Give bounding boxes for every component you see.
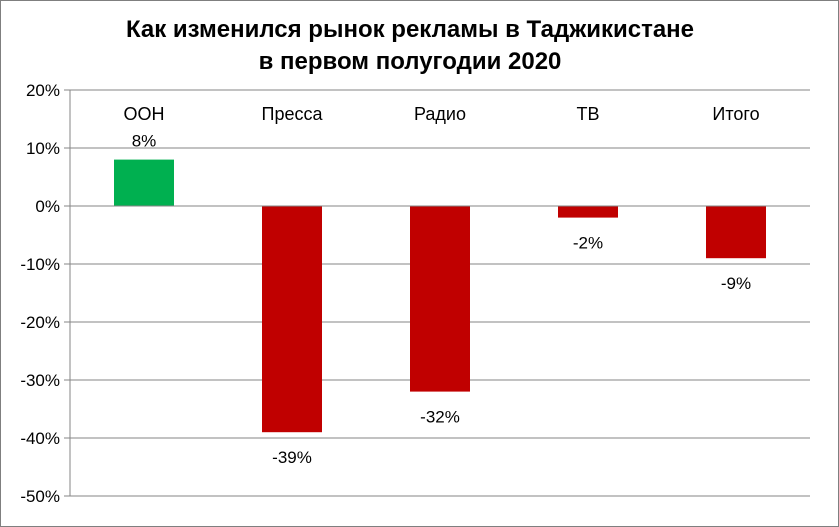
category-label: Радио: [414, 104, 466, 124]
y-tick-label: 20%: [26, 81, 60, 100]
y-tick-label: 0%: [35, 197, 60, 216]
y-tick-label: -30%: [20, 371, 60, 390]
data-label: -32%: [420, 408, 460, 427]
data-label: -9%: [721, 274, 751, 293]
y-tick-label: -20%: [20, 313, 60, 332]
chart-title: Как изменился рынок рекламы в Таджикиста…: [0, 14, 820, 78]
y-tick-label: -50%: [20, 487, 60, 506]
y-tick-label: -40%: [20, 429, 60, 448]
category-label: Итого: [712, 104, 759, 124]
y-tick-label: 10%: [26, 139, 60, 158]
bar: [114, 159, 174, 206]
labels: ООН 8% Пресса -39% Радио -32% ТВ -2% Итого -9%: [123, 104, 759, 467]
bar: [410, 206, 470, 392]
category-label: ТВ: [576, 104, 599, 124]
chart-title-line-1: Как изменился рынок рекламы в Таджикиста…: [125, 16, 695, 43]
bars: [114, 159, 766, 433]
data-label: 8%: [132, 132, 157, 151]
chart-title-line-2: в первом полугодии 2020: [258, 48, 562, 75]
bar: [706, 206, 766, 259]
category-label: Пресса: [262, 104, 324, 124]
category-label: ООН: [123, 104, 164, 124]
data-label: -2%: [573, 234, 603, 253]
bar: [262, 206, 322, 433]
y-tick-label: -10%: [20, 255, 60, 274]
y-axis: 20% 10% 0% -10% -20% -30% -40% -50%: [20, 81, 810, 506]
data-label: -39%: [272, 448, 312, 467]
bar: [558, 206, 618, 218]
